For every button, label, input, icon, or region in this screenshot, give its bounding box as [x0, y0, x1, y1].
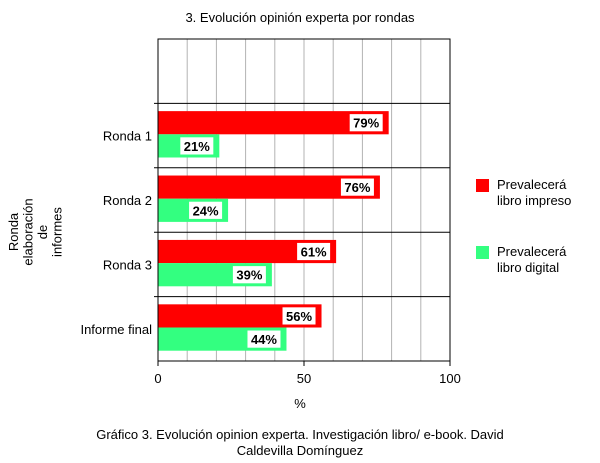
legend-swatch-digital [476, 246, 489, 259]
data-label-box [180, 137, 214, 155]
chart-title: 3. Evolución opinión experta por rondas [185, 10, 415, 25]
data-label: 44% [251, 332, 277, 347]
category-label: Ronda 1 [103, 129, 152, 144]
y-axis-label-line: informes [50, 207, 65, 257]
legend-swatch-printed [476, 179, 489, 192]
y-axis-label-line: Ronda [6, 212, 21, 251]
category-label: Ronda 2 [103, 193, 152, 208]
category-label: Informe final [80, 322, 152, 337]
data-label: 24% [193, 203, 219, 218]
data-label-box [247, 330, 281, 348]
bar-printed [158, 111, 389, 135]
data-label-box [282, 307, 316, 325]
y-axis-label-line: de [35, 225, 50, 239]
data-label-box [340, 178, 374, 196]
x-tick-label: 50 [297, 371, 311, 386]
caption-line-2: Caldevilla Domínguez [236, 443, 364, 458]
caption-line-1: Gráfico 3. Evolución opinion experta. In… [96, 427, 504, 442]
legend-label-printed: Prevalecerá libro impreso [497, 177, 572, 208]
category-label: Ronda 3 [103, 257, 152, 272]
data-label: 39% [236, 268, 262, 283]
x-tick-label: 100 [439, 371, 461, 386]
figure-caption: Gráfico 3. Evolución opinion experta. In… [40, 427, 560, 459]
data-label: 76% [344, 180, 370, 195]
legend-item-printed: Prevalecerá libro impreso [476, 177, 577, 209]
legend-label-digital: Prevalecerá libro digital [497, 244, 567, 275]
bar-printed [158, 239, 337, 264]
chart-grid [154, 39, 450, 361]
data-label-box [189, 201, 223, 219]
y-axis-label-line: elaboración [21, 198, 36, 265]
x-tick-label: 0 [154, 371, 161, 386]
data-label: 79% [353, 116, 379, 131]
data-label: 56% [286, 309, 312, 324]
legend-item-digital: Prevalecerá libro digital [476, 244, 577, 276]
data-label-box [297, 242, 331, 261]
x-axis-label: % [294, 396, 306, 411]
data-label-box [349, 114, 383, 132]
bar-printed [158, 175, 380, 199]
chart-axes: Ronda 1 Ronda 2 Ronda 3 Informe final 0 50 100 [80, 38, 461, 386]
chart-bars: 79% 21% 76% 24% 61% 39% 56% 44% [158, 111, 389, 351]
y-axis-label: Ronda elaboración de informes [6, 198, 65, 265]
data-label: 21% [184, 139, 210, 154]
data-label: 61% [301, 245, 327, 260]
bar-printed [158, 304, 322, 328]
data-label-box [232, 266, 266, 284]
